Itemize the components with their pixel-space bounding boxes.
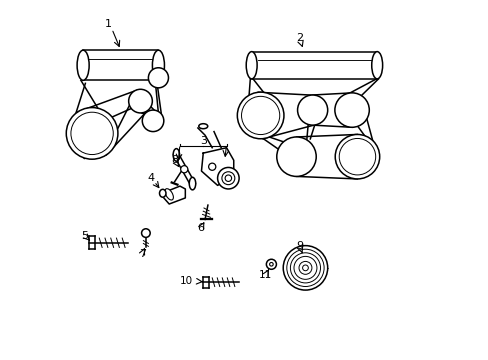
Text: 1: 1 <box>104 19 111 29</box>
Ellipse shape <box>152 50 164 80</box>
Ellipse shape <box>198 124 207 129</box>
Circle shape <box>293 256 316 279</box>
Circle shape <box>297 95 327 125</box>
Circle shape <box>269 262 273 266</box>
Circle shape <box>266 259 276 269</box>
Circle shape <box>286 249 324 287</box>
Circle shape <box>302 265 308 271</box>
Circle shape <box>334 93 368 127</box>
Ellipse shape <box>159 189 165 197</box>
Circle shape <box>298 261 311 274</box>
Text: 10: 10 <box>179 276 192 286</box>
Circle shape <box>148 68 168 88</box>
Ellipse shape <box>164 189 173 200</box>
Ellipse shape <box>371 51 382 79</box>
Circle shape <box>208 163 215 170</box>
Text: 7: 7 <box>139 248 145 258</box>
Circle shape <box>66 108 118 159</box>
Circle shape <box>339 139 375 175</box>
Text: 9: 9 <box>296 241 303 251</box>
Ellipse shape <box>173 149 179 161</box>
Text: 11: 11 <box>258 270 271 280</box>
Circle shape <box>241 96 279 135</box>
Circle shape <box>237 92 284 139</box>
Text: 6: 6 <box>197 224 204 233</box>
Text: 2: 2 <box>296 33 303 43</box>
Circle shape <box>283 246 327 290</box>
Circle shape <box>128 89 152 113</box>
Text: 4: 4 <box>147 173 155 183</box>
Text: 3: 3 <box>200 136 206 145</box>
Text: 8: 8 <box>171 155 178 165</box>
Circle shape <box>217 167 239 189</box>
Circle shape <box>290 253 320 283</box>
Circle shape <box>142 110 163 132</box>
Ellipse shape <box>246 51 257 79</box>
Circle shape <box>335 134 379 179</box>
Circle shape <box>222 172 234 185</box>
Circle shape <box>224 175 231 181</box>
Ellipse shape <box>77 50 89 80</box>
Circle shape <box>142 229 150 237</box>
Circle shape <box>71 112 113 154</box>
Circle shape <box>276 137 316 176</box>
Circle shape <box>180 166 187 173</box>
Text: 5: 5 <box>81 231 88 240</box>
Ellipse shape <box>189 177 195 190</box>
